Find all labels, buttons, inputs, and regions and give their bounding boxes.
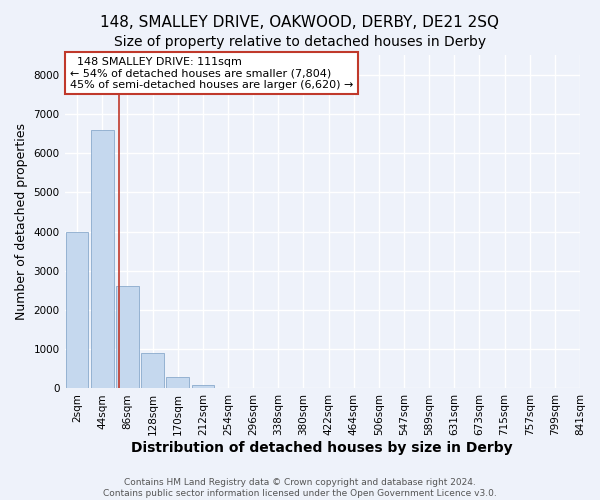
Bar [166, 376, 189, 388]
Text: 148 SMALLEY DRIVE: 111sqm
← 54% of detached houses are smaller (7,804)
45% of se: 148 SMALLEY DRIVE: 111sqm ← 54% of detac… [70, 56, 353, 90]
Bar [141, 353, 164, 388]
Text: Contains HM Land Registry data © Crown copyright and database right 2024.
Contai: Contains HM Land Registry data © Crown c… [103, 478, 497, 498]
Text: 148, SMALLEY DRIVE, OAKWOOD, DERBY, DE21 2SQ: 148, SMALLEY DRIVE, OAKWOOD, DERBY, DE21… [101, 15, 499, 30]
Bar [116, 286, 139, 388]
Y-axis label: Number of detached properties: Number of detached properties [15, 123, 28, 320]
Text: Size of property relative to detached houses in Derby: Size of property relative to detached ho… [114, 35, 486, 49]
Bar [91, 130, 113, 388]
X-axis label: Distribution of detached houses by size in Derby: Distribution of detached houses by size … [131, 441, 513, 455]
Bar [191, 384, 214, 388]
Bar [66, 232, 88, 388]
